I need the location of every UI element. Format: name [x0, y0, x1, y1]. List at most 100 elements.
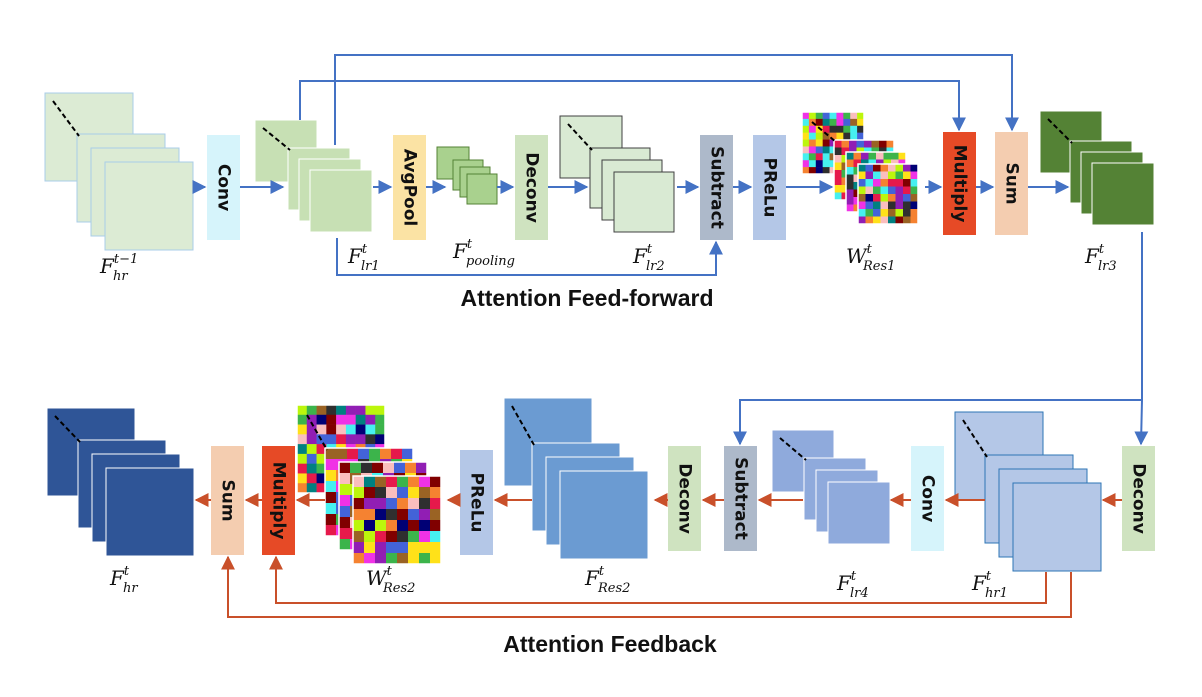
- weight-stack-w-res1-layer-3-cell: [910, 164, 919, 172]
- feature-stack-f-lr1: [254, 119, 373, 233]
- weight-stack-w-res1-layer-back-cell: [836, 118, 844, 127]
- weight-stack-w-res1-layer-back-cell: [802, 125, 810, 133]
- weight-stack-w-res2-layer-3-cell: [386, 542, 398, 554]
- weight-stack-w-res1-layer-3-cell: [903, 201, 911, 210]
- weight-stack-w-res1-layer-3-cell: [895, 179, 904, 187]
- weight-stack-w-res2-layer-2-cell: [339, 484, 351, 496]
- weight-stack-w-res1-layer-3-cell: [903, 179, 911, 187]
- weight-stack-w-res1-layer-back-cell: [822, 139, 830, 147]
- weight-stack-w-res1-layer-back-cell: [808, 139, 817, 147]
- weight-stack-w-res2-layer-3-cell: [430, 531, 442, 543]
- label-f-lr4-sub: lr4: [850, 586, 869, 601]
- weight-stack-w-res1-layer-back-cell: [815, 132, 823, 140]
- label-w-res1-sup: t: [867, 242, 873, 257]
- prelu-block-1: PReLu: [753, 135, 786, 240]
- weight-stack-w-res1-layer-back-cell: [822, 125, 830, 133]
- weight-stack-w-res2-layer-1-cell: [380, 448, 392, 460]
- feature-stack-f-hr-layer-3: [105, 467, 195, 557]
- weight-stack-w-res2-layer-back-cell: [375, 405, 386, 416]
- weight-stack-w-res1-layer-3-cell: [888, 186, 896, 195]
- weight-stack-w-res2-layer-1-cell: [325, 481, 337, 493]
- weight-stack-w-res2-layer-3-cell: [375, 498, 387, 510]
- weight-stack-w-res2-layer-3-cell: [353, 553, 365, 565]
- weight-stack-w-res2-layer-back-cell: [306, 405, 317, 416]
- weight-stack-w-res2-layer-1-cell: [325, 492, 337, 504]
- weight-stack-w-res2-layer-back-cell: [326, 405, 337, 416]
- svg-text:Ft: Ft: [347, 242, 368, 268]
- weight-stack-w-res2-layer-3-cell: [353, 520, 365, 532]
- deconv-block-2: Deconv: [1122, 446, 1155, 551]
- weight-stack-w-res2-layer-3-cell: [364, 542, 376, 554]
- weight-stack-w-res2-layer-2-cell: [372, 462, 384, 474]
- skip-fhr1-to-multiply2: [269, 555, 1047, 604]
- weight-stack-w-res2-layer-3-cell: [364, 531, 376, 543]
- weight-stack-w-res1-layer-back-cell: [815, 112, 823, 120]
- weight-stack-w-res1-layer-2-cell: [846, 182, 854, 190]
- feature-stack-f-lr3-ellipsis: [1047, 118, 1073, 144]
- weight-stack-w-res1-layer-2-cell: [846, 197, 854, 205]
- weight-stack-w-res1-layer-back-cell: [857, 132, 865, 140]
- weight-stack-w-res2-layer-3-cell: [364, 487, 376, 499]
- weight-stack-w-res1-layer-3-cell: [880, 179, 889, 187]
- conv-block-2: Conv: [911, 446, 944, 551]
- weight-stack-w-res2-layer-3-cell: [408, 542, 420, 554]
- svg-text:Ft: Ft: [452, 237, 473, 263]
- weight-stack-w-res2-layer-3-cell: [430, 520, 442, 532]
- weight-stack-w-res1-layer-3-cell: [903, 216, 911, 225]
- weight-stack-w-res1-layer-3-cell: [865, 201, 874, 210]
- weight-stack-w-res1-layer-3-cell: [873, 216, 881, 225]
- weight-stack-w-res2-layer-back-cell: [355, 414, 366, 425]
- label-f-hr: Ft hr: [109, 564, 138, 596]
- skip-flr1-to-sum: [334, 54, 1019, 145]
- weight-stack-w-res2-layer-3-cell: [364, 498, 376, 510]
- weight-stack-w-res2-layer-3-cell: [386, 476, 398, 488]
- weight-stack-w-res2-layer-back-cell: [365, 414, 376, 425]
- label-w-res2-base: W: [366, 566, 388, 590]
- feature-stack-f-pooling-layer-3: [466, 173, 498, 205]
- weight-stack-w-res2-layer-back-cell: [345, 414, 356, 425]
- label-f-pooling: Ft pooling: [452, 237, 515, 269]
- label-f-hr1-sub: hr1: [985, 586, 1008, 601]
- weight-stack-w-res2-layer-3-cell: [386, 498, 398, 510]
- weight-stack-w-res1-layer-2-cell: [861, 152, 869, 160]
- weight-stack-w-res1-layer-3-cell: [880, 171, 889, 180]
- skip-flr1-to-multiply: [299, 80, 966, 132]
- weight-stack-w-res1-layer-back-cell: [822, 146, 830, 154]
- sum-block-2-label: Sum: [218, 479, 238, 521]
- weight-stack-w-res1-layer-back-cell: [802, 160, 810, 168]
- label-f-pooling-sub: pooling: [466, 254, 515, 269]
- weight-stack-w-res1-layer-back-cell: [822, 167, 830, 175]
- weight-stack-w-res1-layer-2-cell: [891, 152, 899, 160]
- weight-stack-w-res2-layer-1-cell: [325, 470, 337, 482]
- weight-stack-w-res1-layer-1-cell: [834, 177, 842, 186]
- feedforward-title: Attention Feed-forward: [461, 285, 714, 311]
- weight-stack-w-res2-layer-3-cell: [386, 487, 398, 499]
- weight-stack-w-res1-layer-1-cell: [834, 192, 842, 201]
- label-w-res2-sub: Res2: [382, 581, 415, 596]
- weight-stack-w-res1-layer-back-cell: [822, 132, 830, 140]
- weight-stack-w-res2-layer-1-cell: [325, 525, 337, 537]
- weight-stack-w-res1-layer-back-cell: [829, 112, 837, 120]
- label-f-lr4-base: F: [836, 571, 852, 595]
- label-f-lr3-base: F: [1084, 244, 1100, 268]
- weight-stack-w-res1-layer-back-cell: [829, 139, 837, 147]
- weight-stack-w-res1-layer-3-cell: [865, 216, 874, 225]
- weight-stack-w-res1-layer-2-cell: [846, 167, 854, 175]
- weight-stack-w-res2-layer-3-cell: [419, 498, 431, 510]
- weight-stack-w-res1-layer-1-cell: [834, 155, 842, 163]
- weight-stack-w-res2-layer-3-cell: [375, 520, 387, 532]
- weight-stack-w-res2-layer-3-cell: [419, 520, 431, 532]
- feature-stack-f-res2-layer-3: [559, 470, 649, 560]
- sum-block-1-label: Sum: [1002, 162, 1022, 204]
- weight-stack-w-res1-layer-back-cell: [843, 118, 851, 127]
- weight-stack-w-res2-layer-back-cell: [375, 414, 386, 425]
- weight-stack-w-res1-layer-3-cell: [865, 164, 874, 172]
- svg-text:Ft−1: Ft−1: [99, 252, 138, 278]
- feedforward-arrows: [192, 54, 1149, 446]
- weight-stack-w-res2-layer-3-cell: [397, 498, 409, 510]
- weight-stack-w-res1-layer-1-cell: [849, 140, 857, 148]
- weight-stack-w-res1-layer-3-frame: [857, 163, 919, 225]
- weight-stack-w-res2-layer-3-cell: [430, 542, 442, 554]
- weight-stack-w-res1-layer-3-cell: [895, 164, 904, 172]
